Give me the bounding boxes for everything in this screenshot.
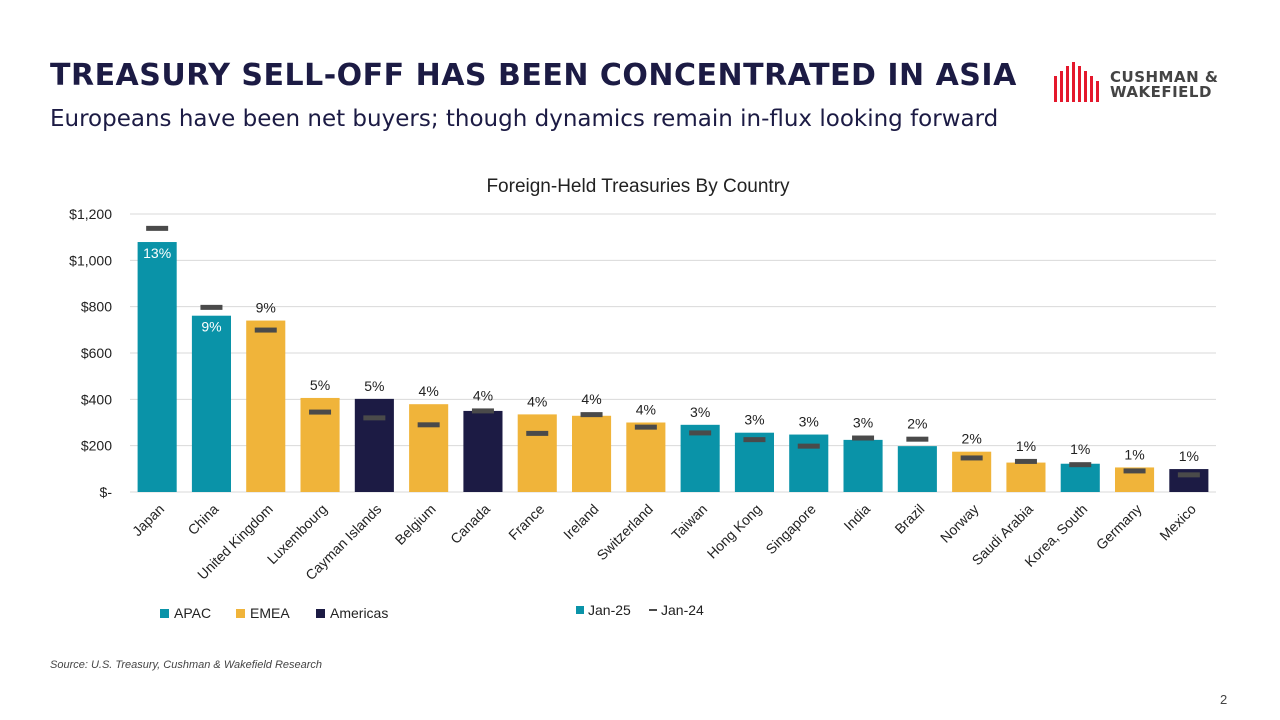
data-label: 1% <box>1016 438 1036 454</box>
data-label: 2% <box>962 431 982 447</box>
treasuries-bar-chart: Foreign-Held Treasuries By Country $- $200… <box>69 176 1216 621</box>
legend-swatch-emea <box>236 609 245 618</box>
page-subtitle: Europeans have been net buyers; though d… <box>50 106 999 132</box>
jan24-marker <box>1014 458 1037 464</box>
y-tick-label: $600 <box>81 345 112 361</box>
bar <box>137 242 177 492</box>
jan24-marker <box>200 304 223 310</box>
x-category-label: Switzerland <box>593 501 655 563</box>
data-label: 3% <box>799 414 819 430</box>
data-label: 9% <box>256 300 276 316</box>
legend-swatch-jan25 <box>576 606 584 614</box>
legend-swatch-apac <box>160 609 169 618</box>
x-category-label: Brazil <box>891 501 927 537</box>
x-category-label: Hong Kong <box>704 501 765 562</box>
legend-label-apac: APAC <box>174 605 211 621</box>
jan24-marker <box>852 435 875 441</box>
x-category-label: Germany <box>1093 501 1145 553</box>
bar <box>789 434 829 492</box>
data-label: 4% <box>473 387 493 403</box>
x-category-label: Ireland <box>560 501 602 543</box>
jan24-marker <box>526 430 549 436</box>
y-tick-label: $800 <box>81 299 112 315</box>
bar <box>354 398 394 492</box>
jan24-marker <box>1123 468 1146 474</box>
jan24-marker <box>363 415 386 421</box>
data-label: 4% <box>419 383 439 399</box>
legend-swatch-jan24 <box>649 609 657 611</box>
bar <box>1060 463 1100 492</box>
x-category-label: Japan <box>129 501 167 539</box>
logo-mark-icon <box>1054 62 1099 102</box>
x-category-label: China <box>184 501 221 538</box>
bar <box>1006 462 1046 492</box>
x-category-label: Belgium <box>392 501 439 548</box>
legend-label-emea: EMEA <box>250 605 290 621</box>
logo-text-line1: CUSHMAN & <box>1110 68 1219 86</box>
data-label: 1% <box>1124 446 1144 462</box>
bar <box>680 424 720 492</box>
bar <box>517 414 557 492</box>
jan24-marker <box>1177 472 1200 478</box>
jan24-marker <box>906 436 929 442</box>
data-label: 3% <box>853 415 873 431</box>
x-category-label: Norway <box>937 501 982 546</box>
jan24-marker <box>634 424 657 430</box>
bar <box>572 415 612 492</box>
jan24-marker <box>254 327 277 333</box>
data-label: 3% <box>690 404 710 420</box>
data-label: 1% <box>1179 448 1199 464</box>
y-tick-label: $1,200 <box>69 206 112 222</box>
y-tick-label: $- <box>100 484 113 500</box>
y-tick-label: $200 <box>81 438 112 454</box>
data-label: 5% <box>364 378 384 394</box>
jan24-marker <box>797 443 820 449</box>
x-category-label: France <box>505 501 547 543</box>
legend-swatch-americas <box>316 609 325 618</box>
data-label: 13% <box>143 245 171 261</box>
jan24-marker <box>471 408 494 414</box>
page-title: TREASURY SELL-OFF HAS BEEN CONCENTRATED … <box>50 58 1017 93</box>
data-label: 5% <box>310 377 330 393</box>
y-tick-label: $1,000 <box>69 252 112 268</box>
x-category-label: India <box>840 501 873 534</box>
data-label: 4% <box>581 391 601 407</box>
bar <box>897 446 937 492</box>
bar <box>246 320 286 492</box>
jan24-marker <box>960 455 983 461</box>
jan24-marker <box>146 225 169 231</box>
y-tick-label: $400 <box>81 391 112 407</box>
data-label: 2% <box>907 416 927 432</box>
data-label: 9% <box>201 319 221 335</box>
legend-label-jan24: Jan-24 <box>661 602 704 618</box>
bar <box>463 410 503 492</box>
source-note: Source: U.S. Treasury, Cushman & Wakefie… <box>50 659 323 671</box>
page-number: 2 <box>1220 692 1228 707</box>
bar <box>191 315 231 492</box>
jan24-marker <box>689 430 712 436</box>
x-category-label: Taiwan <box>668 501 710 543</box>
legend-label-jan25: Jan-25 <box>588 602 631 618</box>
x-category-label: Mexico <box>1156 501 1199 544</box>
bar <box>843 439 883 492</box>
jan24-marker <box>580 412 603 418</box>
jan24-marker <box>309 409 332 415</box>
bar <box>734 432 774 492</box>
logo-text-line2: WAKEFIELD <box>1110 83 1212 101</box>
bar <box>626 422 666 492</box>
data-label: 3% <box>744 412 764 428</box>
bar <box>409 404 449 492</box>
data-label: 4% <box>527 393 547 409</box>
legend-label-americas: Americas <box>330 605 388 621</box>
data-label: 1% <box>1070 441 1090 457</box>
x-category-label: Canada <box>447 501 493 547</box>
data-label: 4% <box>636 402 656 418</box>
jan24-marker <box>417 422 440 428</box>
jan24-marker <box>1069 462 1092 468</box>
jan24-marker <box>743 437 766 443</box>
cushman-wakefield-logo: CUSHMAN & WAKEFIELD <box>1052 62 1242 106</box>
chart-title: Foreign-Held Treasuries By Country <box>486 176 790 197</box>
x-category-label: Singapore <box>762 501 819 558</box>
